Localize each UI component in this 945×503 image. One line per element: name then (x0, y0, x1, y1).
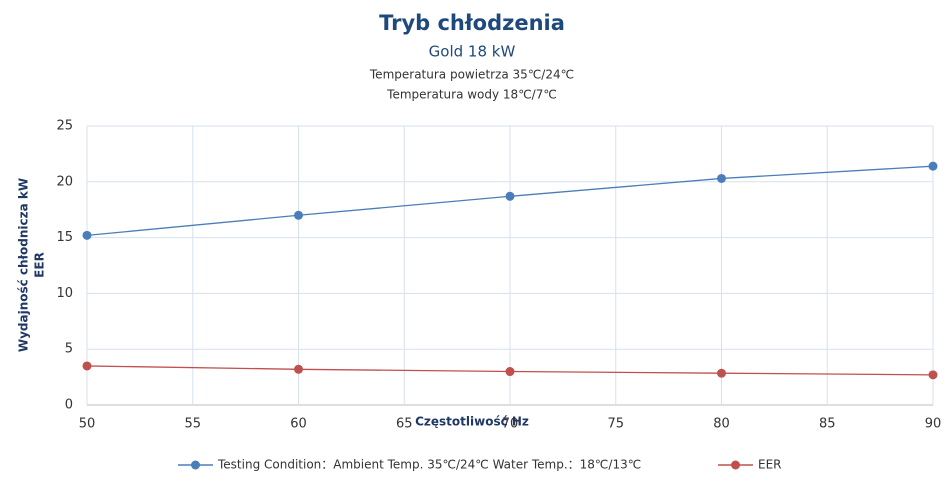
chart-title: Tryb chłodzenia (379, 11, 565, 35)
data-point (294, 364, 303, 374)
x-tick-label: 80 (713, 417, 730, 432)
subtitle: Gold 18 kW (429, 43, 516, 61)
x-tick-label: 75 (607, 417, 624, 432)
data-point (928, 161, 938, 171)
data-point (82, 230, 92, 240)
y-tick-label: 5 (65, 342, 73, 357)
legend-marker (731, 460, 740, 470)
x-tick-label: 60 (290, 417, 307, 432)
legend-label: Testing Condition：Ambient Temp. 35℃/24℃ … (217, 458, 641, 472)
subtitle: Temperatura powietrza 35℃/24℃ (369, 68, 574, 82)
x-tick-label: 70 (502, 417, 519, 432)
data-point (928, 370, 938, 380)
x-tick-label: 65 (396, 417, 413, 432)
data-point (717, 368, 726, 378)
subtitle: Temperatura wody 18℃/7℃ (386, 88, 557, 102)
data-point (717, 173, 726, 183)
x-tick-label: 90 (925, 417, 942, 432)
y-tick-label: 10 (56, 286, 73, 301)
legend-marker (191, 460, 200, 470)
y-tick-label: 0 (65, 398, 73, 413)
y-axis-label: Wydajność chłodnicza kW (17, 178, 31, 352)
x-tick-label: 50 (79, 417, 96, 432)
data-point (82, 361, 92, 371)
y-tick-label: 15 (56, 230, 73, 245)
y-tick-label: 20 (56, 174, 73, 189)
data-point (505, 191, 515, 201)
y-axis-label: EER (33, 252, 47, 278)
legend-label: EER (758, 458, 782, 472)
data-point (505, 367, 515, 377)
y-tick-label: 25 (56, 119, 73, 134)
x-tick-label: 55 (184, 417, 201, 432)
x-tick-label: 85 (819, 417, 836, 432)
x-axis-label: Częstotliwość Hz (415, 415, 529, 429)
data-point (294, 210, 303, 220)
